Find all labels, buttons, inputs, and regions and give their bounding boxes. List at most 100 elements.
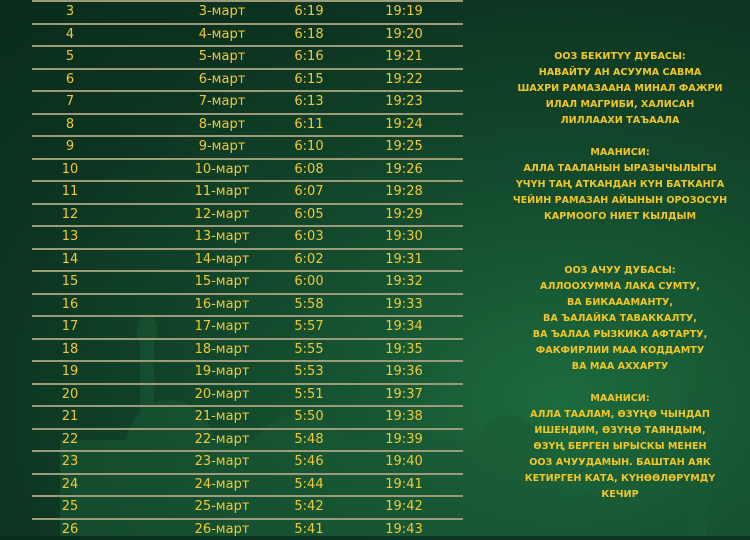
iftar-time: 19:23 (385, 93, 422, 111)
day-number: 12 (62, 206, 79, 224)
day-number: 22 (62, 431, 79, 449)
suhoor-time: 5:55 (294, 341, 323, 359)
dua-line: АЛЛООХУММА ЛАКА СУМТУ, (500, 279, 740, 295)
day-number: 8 (66, 116, 74, 134)
dua-line: ВА БИКАААМАНТУ, (500, 295, 740, 311)
suhoor-time: 6:16 (294, 48, 323, 66)
iftar-time: 19:35 (385, 341, 422, 359)
date: 23-март (195, 453, 250, 471)
date: 8-март (199, 116, 246, 134)
suhoor-time: 6:07 (294, 183, 323, 201)
dua-line: ВА ЪАЛАЙКА ТАВАККАЛТУ, (500, 311, 740, 327)
dua-opening-fast: ООЗ АЧУУ ДУБАСЫ:АЛЛООХУММА ЛАКА СУМТУ,ВА… (500, 263, 740, 503)
iftar-time: 19:31 (385, 251, 422, 269)
dua-line: ЛИЛЛААХИ ТАЪААЛА (500, 113, 740, 129)
day-number: 20 (62, 386, 79, 404)
date: 17-март (195, 318, 250, 336)
suhoor-time: 5:53 (294, 363, 323, 381)
suhoor-time: 6:10 (294, 138, 323, 156)
suhoor-time: 6:18 (294, 26, 323, 44)
dua-line: АЛЛА ТААЛАНЫН ЫРАЗЫЧЫЛЫГЫ (500, 161, 740, 177)
iftar-time: 19:37 (385, 386, 422, 404)
dua-line: ИЛАЛ МАГРИБИ, ХАЛИСАН (500, 97, 740, 113)
dua-line: ФАКФИРЛИИ МАА КОДДАМТУ (500, 343, 740, 359)
suhoor-time: 5:48 (294, 431, 323, 449)
date: 12-март (195, 206, 250, 224)
date: 22-март (195, 431, 250, 449)
day-number: 10 (62, 161, 79, 179)
suhoor-time: 5:46 (294, 453, 323, 471)
date: 20-март (195, 386, 250, 404)
day-number: 23 (62, 453, 79, 471)
dua-line: МААНИСИ: (500, 391, 740, 407)
day-number: 11 (62, 183, 79, 201)
suhoor-time: 5:57 (294, 318, 323, 336)
day-number: 21 (62, 408, 79, 426)
iftar-time: 19:25 (385, 138, 422, 156)
day-number: 13 (62, 228, 79, 246)
date: 14-март (195, 251, 250, 269)
table-row: 22 22-март 5:48 19:39 (32, 428, 463, 451)
table-row: 17 17-март 5:57 19:34 (32, 315, 463, 338)
date: 19-март (195, 363, 250, 381)
dua-line: КАРМООГО НИЕТ КЫЛДЫМ (500, 209, 740, 225)
date: 3-март (199, 3, 246, 21)
suhoor-time: 6:15 (294, 71, 323, 89)
dua-closing-fast: ООЗ БЕКИТҮҮ ДУБАСЫ:НАВАЙТУ АН АСУУМА САВ… (500, 49, 740, 225)
date: 18-март (195, 341, 250, 359)
iftar-time: 19:19 (385, 3, 422, 21)
dua-line: ООЗ БЕКИТҮҮ ДУБАСЫ: (500, 49, 740, 65)
iftar-time: 19:33 (385, 296, 422, 314)
suhoor-time: 6:08 (294, 161, 323, 179)
suhoor-time: 6:02 (294, 251, 323, 269)
date: 9-март (199, 138, 246, 156)
iftar-time: 19:20 (385, 26, 422, 44)
day-number: 5 (66, 48, 74, 66)
iftar-time: 19:42 (385, 498, 422, 516)
dua-line (500, 375, 740, 391)
date: 4-март (199, 26, 246, 44)
suhoor-time: 6:13 (294, 93, 323, 111)
iftar-time: 19:39 (385, 431, 422, 449)
dua-line: АЛЛА ТААЛАМ, ӨЗҮҢӨ ЧЫНДАП (500, 407, 740, 423)
suhoor-time: 5:51 (294, 386, 323, 404)
dua-line: ИШЕНДИМ, ӨЗҮҢӨ ТАЯНДЫМ, (500, 423, 740, 439)
iftar-time: 19:34 (385, 318, 422, 336)
dua-line (500, 129, 740, 145)
suhoor-time: 6:00 (294, 273, 323, 291)
iftar-time: 19:22 (385, 71, 422, 89)
iftar-time: 19:24 (385, 116, 422, 134)
date: 10-март (195, 161, 250, 179)
iftar-time: 19:26 (385, 161, 422, 179)
date: 25-март (195, 498, 250, 516)
iftar-time: 19:30 (385, 228, 422, 246)
iftar-time: 19:28 (385, 183, 422, 201)
day-number: 16 (62, 296, 79, 314)
suhoor-time: 6:03 (294, 228, 323, 246)
iftar-time: 19:32 (385, 273, 422, 291)
date: 13-март (195, 228, 250, 246)
iftar-time: 19:41 (385, 476, 422, 494)
table-row: 20 20-март 5:51 19:37 (32, 383, 463, 406)
day-number: 24 (62, 476, 79, 494)
date: 15-март (195, 273, 250, 291)
day-number: 17 (62, 318, 79, 336)
suhoor-time: 5:50 (294, 408, 323, 426)
suhoor-time: 5:58 (294, 296, 323, 314)
